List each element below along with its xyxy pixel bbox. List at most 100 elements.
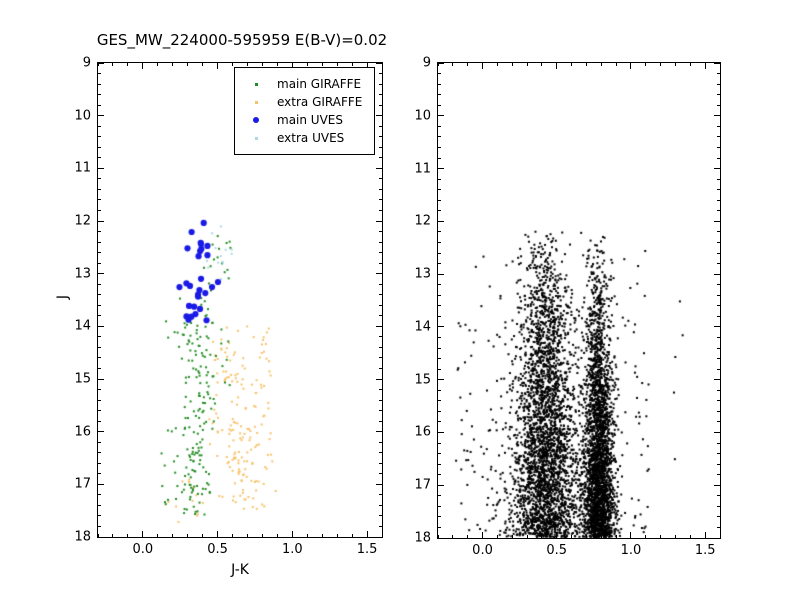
y-axis-label: J [55, 294, 71, 300]
axis-tick [261, 63, 263, 66]
axis-tick [438, 125, 441, 127]
axis-tick [379, 262, 382, 264]
axis-tick [717, 73, 720, 75]
axis-tick [438, 284, 441, 286]
axis-tick [98, 367, 101, 369]
axis-tick [379, 304, 382, 306]
axis-tick [379, 209, 382, 211]
axis-tick [379, 515, 382, 517]
extra-uves-marker-icon [254, 136, 258, 140]
legend-item-main-giraffe: main GIRAFFE [243, 75, 374, 93]
axis-tick [98, 304, 101, 306]
axis-tick [714, 326, 720, 328]
legend-label: extra GIRAFFE [277, 95, 363, 109]
axis-tick [438, 442, 441, 444]
axis-tick [379, 315, 382, 317]
axis-tick [98, 462, 101, 464]
axis-tick [379, 125, 382, 127]
axis-tick [202, 534, 204, 537]
axis-tick [376, 115, 382, 117]
axis-tick [717, 125, 720, 127]
axis-tick [717, 146, 720, 148]
axis-tick [98, 136, 101, 138]
axis-tick [379, 441, 382, 443]
legend-item-main-uves: main UVES [243, 111, 374, 129]
axis-tick [98, 536, 104, 538]
axis-tick [717, 136, 720, 138]
axis-tick [438, 83, 441, 85]
axis-tick [438, 495, 441, 497]
axis-tick [717, 83, 720, 85]
axis-tick [511, 535, 513, 538]
axis-tick [379, 188, 382, 190]
axis-tick [717, 410, 720, 412]
axis-tick [438, 474, 441, 476]
axis-tick [98, 178, 101, 180]
axis-tick [379, 367, 382, 369]
axis-tick [351, 534, 353, 537]
axis-tick [717, 453, 720, 455]
axis-tick [714, 431, 720, 433]
axis-tick [438, 199, 441, 201]
axis-tick [172, 534, 174, 537]
axis-tick [717, 358, 720, 360]
axis-tick [717, 442, 720, 444]
right-cmd-panel: 0.0 0.5 1.0 1.5 9 10 11 12 13 14 15 16 17 18 [414, 57, 721, 557]
axis-tick [376, 483, 382, 485]
axis-tick [379, 525, 382, 527]
axis-tick [704, 63, 706, 69]
axis-tick [645, 63, 647, 66]
axis-tick [98, 357, 101, 359]
axis-tick [717, 305, 720, 307]
y-tick-label: 15 [414, 372, 431, 388]
axis-tick [232, 534, 234, 537]
axis-tick [98, 104, 101, 106]
axis-tick [381, 534, 383, 537]
x-tick-label: 0.5 [207, 542, 228, 557]
axis-tick [719, 535, 721, 538]
axis-tick [112, 534, 114, 537]
axis-tick [511, 63, 513, 66]
axis-tick [98, 73, 101, 75]
axis-tick [246, 534, 248, 537]
axis-tick [366, 63, 368, 69]
x-tick-label: 0.5 [546, 543, 568, 558]
axis-tick [376, 536, 382, 538]
axis-tick [438, 400, 441, 402]
y-tick-label: 14 [74, 318, 91, 334]
axis-tick [438, 463, 441, 465]
axis-tick [714, 220, 720, 222]
axis-tick [376, 378, 382, 380]
axis-tick [379, 357, 382, 359]
axis-tick [379, 346, 382, 348]
axis-tick [714, 537, 720, 539]
axis-tick [438, 73, 441, 75]
axis-tick [246, 63, 248, 66]
axis-tick [571, 63, 573, 66]
y-tick-label: 10 [414, 108, 431, 124]
axis-tick [336, 63, 338, 66]
axis-tick [717, 189, 720, 191]
axis-tick [379, 136, 382, 138]
axis-tick [717, 315, 720, 317]
y-tick-label: 12 [414, 213, 431, 229]
axis-tick [321, 534, 323, 537]
axis-tick [438, 431, 444, 433]
axis-tick [98, 294, 101, 296]
axis-tick [98, 389, 101, 391]
y-tick-label: 14 [414, 319, 431, 335]
x-tick-label: 0.0 [132, 542, 154, 557]
axis-tick [98, 188, 101, 190]
axis-tick [379, 462, 382, 464]
y-tick-label: 13 [74, 266, 91, 282]
axis-tick [98, 62, 104, 64]
axis-tick [438, 231, 441, 233]
figure-title: GES_MW_224000-595959 E(B-V)=0.02 [96, 31, 388, 49]
axis-tick [714, 273, 720, 275]
axis-tick [717, 389, 720, 391]
axis-tick [379, 420, 382, 422]
axis-tick [376, 62, 382, 64]
axis-tick [438, 220, 444, 222]
axis-tick [438, 157, 441, 159]
